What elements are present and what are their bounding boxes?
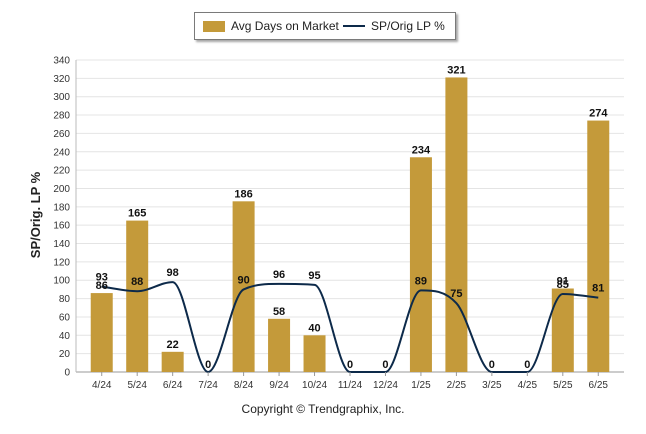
x-tick-label: 9/24 <box>269 380 289 391</box>
y-tick-label: 100 <box>53 276 70 287</box>
line-value-label: 93 <box>96 272 108 284</box>
legend-swatch-line <box>343 25 365 27</box>
bar-6-24 <box>161 351 184 372</box>
x-axis-ticks: 4/24 5/24 6/24 7/24 8/24 9/24 10/24 11/24 12/24 1… <box>92 372 608 391</box>
line-value-label: 85 <box>557 279 569 291</box>
y-tick-label: 0 <box>64 368 70 379</box>
y-axis-ticks: 0 20 40 60 80 100 120 140 160 180 200 220 240 260 280 3… <box>53 56 70 379</box>
x-tick-label: 2/25 <box>447 380 467 391</box>
legend-label-avg-days: Avg Days on Market <box>231 19 339 33</box>
x-tick-label: 10/24 <box>302 380 327 391</box>
x-tick-label: 8/24 <box>234 380 254 391</box>
line-value-label: 81 <box>592 283 604 295</box>
bar-8-24 <box>232 201 255 372</box>
bar-9-24 <box>268 318 291 372</box>
bar-2-25 <box>445 77 468 372</box>
bar-value-label: 0 <box>205 359 211 371</box>
bar-value-label: 22 <box>167 339 179 351</box>
y-tick-label: 200 <box>53 184 70 195</box>
bar-value-label: 165 <box>128 208 146 220</box>
y-tick-label: 80 <box>59 294 71 305</box>
x-tick-label: 6/25 <box>589 380 609 391</box>
bar-value-label: 274 <box>589 108 608 120</box>
bar-value-label: 91 <box>557 275 569 287</box>
line-value-labels: 93 88 98 90 96 95 89 75 85 81 <box>96 267 605 300</box>
x-tick-label: 11/24 <box>338 380 363 391</box>
y-tick-label: 240 <box>53 147 70 158</box>
bar-10-24 <box>303 335 326 372</box>
y-tick-label: 160 <box>53 221 70 232</box>
bar-value-label: 186 <box>234 188 252 200</box>
x-tick-label: 6/24 <box>163 380 183 391</box>
bar-value-label: 321 <box>447 64 465 76</box>
y-tick-label: 180 <box>53 202 70 213</box>
bar-value-label: 58 <box>273 306 285 318</box>
grid-lines <box>75 59 624 373</box>
line-value-label: 75 <box>450 288 462 300</box>
bar-value-label: 86 <box>96 280 108 292</box>
y-tick-label: 20 <box>59 349 71 360</box>
bar-value-label: 0 <box>382 359 388 371</box>
line-value-label: 88 <box>131 276 143 288</box>
bar-1-25 <box>409 157 432 372</box>
y-tick-label: 220 <box>53 166 70 177</box>
y-axis-label: SP/Orig. LP % <box>28 171 43 258</box>
bar-value-labels: 86 165 22 0 186 58 40 0 0 234 321 0 0 91 274 <box>96 64 609 371</box>
x-tick-label: 12/24 <box>373 380 398 391</box>
line-value-label: 95 <box>308 270 320 282</box>
legend: Avg Days on Market SP/Orig LP % <box>194 12 456 40</box>
copyright: Copyright © Trendgraphix, Inc. <box>241 402 405 416</box>
y-tick-label: 60 <box>59 312 71 323</box>
y-tick-label: 340 <box>53 56 70 67</box>
x-tick-label: 3/25 <box>482 380 502 391</box>
bar-6-25 <box>587 120 610 373</box>
bar-5-25 <box>551 288 574 372</box>
x-tick-label: 5/25 <box>553 380 573 391</box>
legend-swatch-bar <box>203 21 225 32</box>
bars-avg-days-on-market <box>90 77 610 373</box>
bar-value-label: 40 <box>308 322 320 334</box>
x-tick-label: 7/24 <box>198 380 218 391</box>
line-value-label: 90 <box>237 274 249 286</box>
legend-label-sp-orig-lp: SP/Orig LP % <box>371 19 445 33</box>
bar-5-24 <box>126 220 149 372</box>
y-tick-label: 320 <box>53 74 70 85</box>
x-tick-label: 5/24 <box>127 380 147 391</box>
y-tick-label: 140 <box>53 239 70 250</box>
x-tick-label: 4/24 <box>92 380 112 391</box>
y-tick-label: 300 <box>53 92 70 103</box>
y-tick-label: 260 <box>53 129 70 140</box>
line-value-label: 98 <box>167 267 179 279</box>
y-tick-label: 120 <box>53 257 70 268</box>
line-value-label: 89 <box>415 275 427 287</box>
bar-value-label: 0 <box>524 359 530 371</box>
line-sp-orig-lp <box>101 281 599 374</box>
x-tick-label: 1/25 <box>411 380 431 391</box>
y-tick-label: 40 <box>59 331 71 342</box>
line-value-label: 96 <box>273 269 285 281</box>
x-tick-label: 4/25 <box>518 380 538 391</box>
bar-value-label: 234 <box>412 144 431 156</box>
y-tick-label: 280 <box>53 111 70 122</box>
bar-4-24 <box>90 293 113 372</box>
bar-value-label: 0 <box>489 359 495 371</box>
bar-value-label: 0 <box>347 359 353 371</box>
